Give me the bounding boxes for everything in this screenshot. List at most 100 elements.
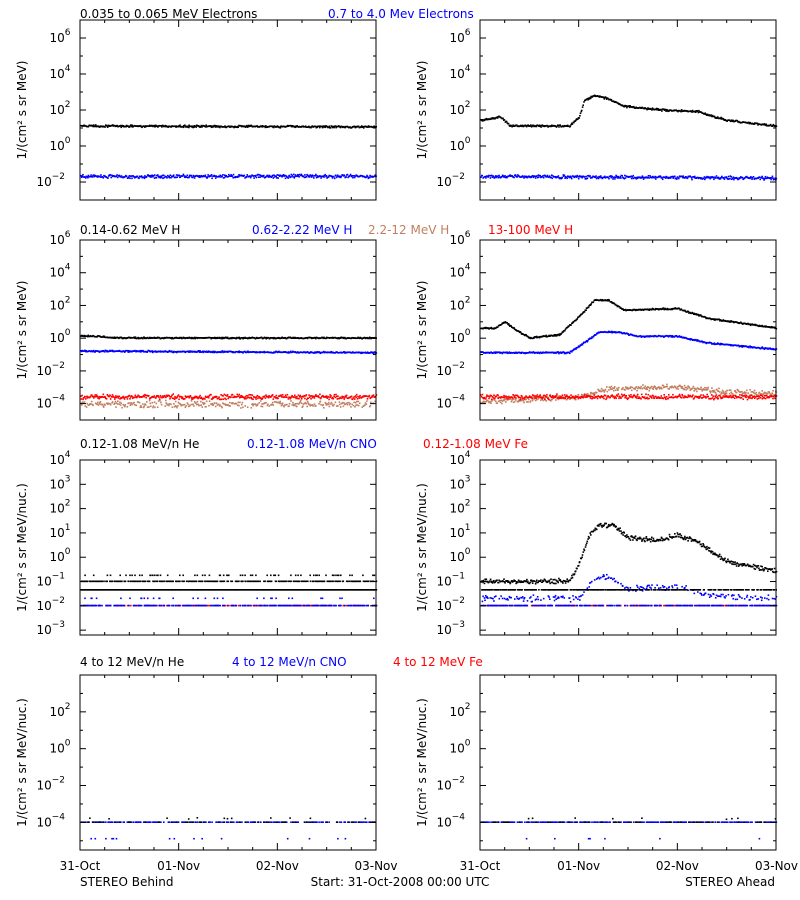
data-point bbox=[298, 397, 300, 400]
data-point bbox=[354, 175, 357, 177]
data-point bbox=[308, 394, 310, 396]
data-point bbox=[706, 175, 708, 178]
data-point bbox=[212, 126, 214, 128]
data-point bbox=[489, 394, 492, 397]
data-point bbox=[220, 125, 223, 128]
data-point bbox=[362, 396, 365, 398]
data-point bbox=[273, 176, 276, 178]
data-point bbox=[240, 407, 242, 409]
data-point bbox=[741, 346, 743, 348]
data-point bbox=[261, 403, 263, 405]
data-point bbox=[152, 405, 155, 407]
data-point bbox=[181, 404, 183, 407]
data-point bbox=[606, 386, 608, 388]
data-point bbox=[654, 386, 656, 388]
data-point bbox=[501, 175, 503, 178]
data-point bbox=[241, 401, 244, 404]
data-point bbox=[239, 395, 242, 397]
data-point bbox=[335, 395, 338, 398]
data-point bbox=[613, 176, 616, 178]
data-point bbox=[146, 401, 148, 403]
data-point bbox=[273, 396, 275, 398]
data-point bbox=[768, 396, 771, 398]
data-point bbox=[715, 396, 717, 399]
data-point bbox=[139, 337, 141, 340]
data-point bbox=[758, 347, 761, 349]
data-point bbox=[174, 351, 176, 353]
data-point bbox=[170, 337, 173, 340]
data-point bbox=[223, 336, 225, 339]
data-point bbox=[200, 396, 202, 399]
data-point bbox=[232, 173, 235, 176]
data-point bbox=[713, 398, 715, 401]
data-point bbox=[256, 125, 258, 127]
data-point bbox=[119, 404, 122, 406]
data-point bbox=[745, 394, 748, 397]
data-point bbox=[744, 394, 746, 397]
data-point bbox=[211, 177, 213, 180]
data-point bbox=[739, 177, 741, 179]
data-point bbox=[152, 174, 155, 177]
data-point bbox=[362, 175, 364, 178]
data-point bbox=[298, 402, 301, 404]
data-point bbox=[312, 337, 315, 339]
data-point bbox=[605, 398, 607, 401]
data-point bbox=[731, 178, 733, 180]
data-point bbox=[541, 397, 544, 400]
data-point bbox=[105, 124, 107, 126]
data-point bbox=[144, 175, 146, 177]
data-point bbox=[604, 388, 607, 391]
data-point bbox=[159, 125, 162, 127]
data-point bbox=[564, 351, 566, 354]
data-point bbox=[247, 337, 250, 339]
data-point bbox=[518, 400, 520, 402]
data-point bbox=[249, 397, 251, 399]
data-point bbox=[255, 176, 258, 179]
data-point bbox=[96, 335, 99, 337]
data-point bbox=[480, 396, 483, 398]
data-point bbox=[517, 395, 519, 397]
data-point bbox=[199, 394, 201, 397]
data-point bbox=[484, 175, 486, 178]
data-point bbox=[139, 349, 142, 352]
data-point bbox=[772, 394, 775, 396]
data-point bbox=[515, 399, 517, 401]
data-point bbox=[128, 175, 131, 177]
data-point bbox=[134, 404, 136, 406]
data-point bbox=[298, 176, 300, 178]
data-point bbox=[762, 347, 765, 350]
data-point bbox=[353, 401, 355, 404]
data-point bbox=[583, 101, 585, 103]
data-point bbox=[82, 398, 84, 401]
data-point bbox=[702, 177, 705, 180]
data-point bbox=[537, 352, 540, 354]
data-point bbox=[319, 400, 322, 403]
data-point bbox=[170, 176, 172, 179]
data-point bbox=[140, 175, 142, 178]
data-point bbox=[485, 400, 487, 403]
y-tick-exponent: 0 bbox=[65, 328, 71, 338]
data-point bbox=[259, 174, 262, 176]
data-point bbox=[729, 396, 731, 398]
data-point bbox=[314, 351, 316, 353]
data-point bbox=[772, 178, 775, 181]
data-point bbox=[186, 126, 189, 128]
data-point bbox=[183, 174, 185, 177]
data-point bbox=[700, 394, 702, 396]
data-point bbox=[548, 175, 551, 177]
data-point bbox=[256, 403, 259, 405]
data-point bbox=[577, 397, 580, 400]
data-point bbox=[569, 398, 571, 400]
data-point bbox=[709, 391, 712, 394]
data-point bbox=[552, 395, 554, 397]
data-point bbox=[338, 397, 341, 400]
data-point bbox=[309, 403, 311, 406]
data-point bbox=[634, 177, 637, 179]
data-point bbox=[309, 174, 312, 176]
data-point bbox=[533, 125, 535, 128]
data-point bbox=[115, 395, 117, 397]
data-point bbox=[710, 397, 712, 400]
data-point bbox=[215, 125, 217, 127]
data-point bbox=[540, 396, 543, 398]
data-point bbox=[709, 390, 711, 392]
